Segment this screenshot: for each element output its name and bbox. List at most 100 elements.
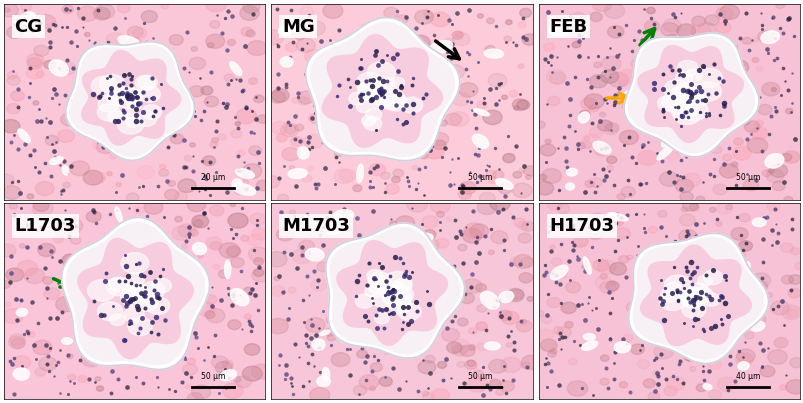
Point [690, 294, 703, 301]
Point [565, 222, 577, 229]
Point [601, 168, 614, 174]
Point [727, 275, 740, 281]
Circle shape [70, 161, 89, 176]
Circle shape [227, 320, 241, 330]
Point [92, 7, 104, 14]
Circle shape [385, 95, 393, 101]
Ellipse shape [230, 62, 242, 75]
Point [218, 366, 231, 372]
Point [346, 273, 359, 279]
Point [449, 79, 462, 85]
Circle shape [719, 164, 737, 178]
Point [440, 48, 453, 55]
Circle shape [683, 304, 696, 314]
Point [381, 62, 393, 68]
Point [654, 224, 666, 231]
Point [96, 144, 109, 150]
Ellipse shape [483, 49, 503, 58]
Circle shape [353, 385, 366, 395]
Circle shape [138, 106, 157, 120]
Circle shape [234, 122, 240, 126]
Point [5, 361, 18, 367]
Point [702, 71, 715, 77]
Point [310, 284, 323, 290]
Circle shape [127, 93, 139, 102]
Polygon shape [67, 223, 204, 365]
Point [43, 39, 56, 46]
Circle shape [736, 349, 754, 363]
Circle shape [27, 331, 35, 337]
Circle shape [476, 343, 487, 351]
Circle shape [101, 278, 113, 287]
Circle shape [116, 243, 128, 252]
Circle shape [458, 189, 471, 199]
Point [201, 225, 214, 232]
Point [671, 74, 684, 81]
Point [675, 113, 687, 120]
Circle shape [608, 72, 627, 87]
Point [708, 90, 721, 96]
Ellipse shape [565, 183, 573, 190]
Point [40, 115, 53, 121]
Point [43, 43, 56, 50]
Point [179, 370, 192, 376]
Point [671, 71, 684, 78]
Circle shape [676, 60, 698, 77]
Point [89, 314, 102, 320]
Point [393, 293, 406, 299]
Point [732, 35, 745, 42]
Point [309, 331, 322, 338]
Point [715, 321, 728, 327]
Point [717, 103, 730, 110]
Point [361, 317, 374, 324]
Point [598, 365, 611, 371]
Point [157, 266, 169, 272]
Point [116, 270, 129, 277]
Circle shape [556, 327, 571, 338]
Point [423, 147, 436, 153]
Circle shape [366, 270, 383, 282]
Point [466, 87, 479, 94]
Point [603, 74, 616, 80]
Point [606, 376, 619, 382]
Point [770, 239, 783, 245]
Point [772, 25, 785, 31]
Circle shape [137, 166, 154, 179]
Circle shape [202, 159, 208, 163]
Circle shape [222, 360, 233, 368]
Point [145, 328, 157, 335]
Point [53, 65, 66, 71]
Circle shape [83, 304, 96, 314]
Point [696, 63, 709, 70]
Circle shape [626, 255, 632, 260]
Point [494, 313, 507, 320]
Point [231, 153, 244, 160]
Point [55, 188, 67, 194]
Ellipse shape [235, 169, 254, 179]
Point [386, 294, 399, 300]
Circle shape [26, 54, 43, 66]
Point [145, 319, 158, 326]
Point [682, 291, 695, 298]
Point [613, 215, 626, 221]
Polygon shape [82, 51, 181, 145]
Point [727, 251, 740, 258]
Circle shape [584, 94, 603, 109]
Circle shape [517, 233, 531, 243]
Point [159, 116, 172, 122]
Point [157, 105, 169, 111]
Point [405, 318, 418, 325]
Polygon shape [70, 46, 190, 156]
Point [381, 290, 393, 296]
Point [391, 312, 404, 318]
Point [150, 374, 163, 380]
Point [97, 312, 110, 318]
Point [112, 278, 125, 284]
Point [247, 10, 259, 17]
Circle shape [592, 0, 611, 12]
Point [238, 159, 251, 165]
Point [736, 247, 748, 253]
Point [667, 82, 680, 89]
Point [6, 68, 19, 75]
Point [41, 295, 54, 301]
